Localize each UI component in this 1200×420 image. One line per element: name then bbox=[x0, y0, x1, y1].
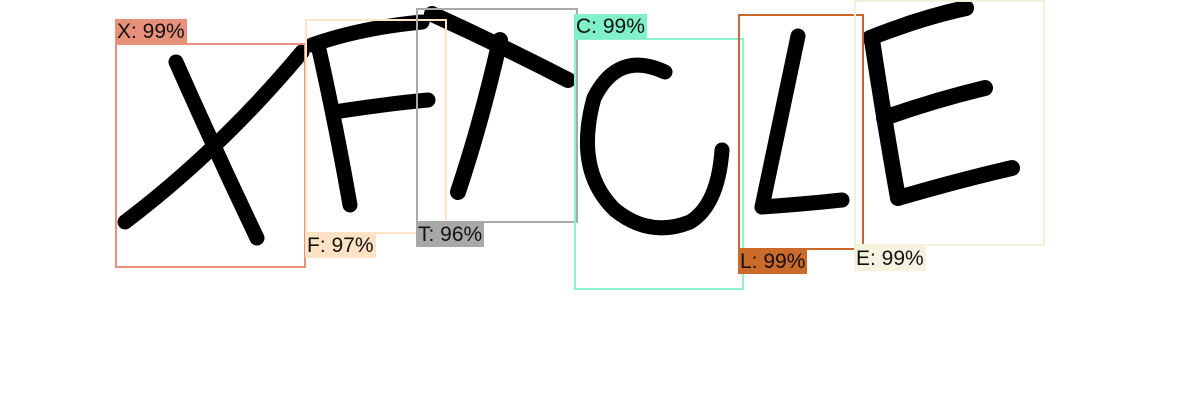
detection-box-e bbox=[854, 0, 1045, 246]
detection-label-x: X: 99% bbox=[115, 19, 187, 44]
detection-label-f: F: 97% bbox=[305, 233, 376, 258]
glyph-e bbox=[862, 0, 1020, 206]
glyph-c bbox=[579, 57, 730, 236]
detection-label-c: C: 99% bbox=[574, 14, 647, 39]
detection-label-t: T: 96% bbox=[416, 222, 485, 247]
detection-box-f bbox=[305, 19, 447, 234]
detection-box-x bbox=[115, 43, 306, 268]
detection-label-l: L: 99% bbox=[738, 249, 808, 274]
detection-box-c bbox=[574, 38, 744, 290]
glyph-f bbox=[304, 14, 436, 213]
detection-box-t bbox=[416, 8, 578, 223]
detection-label-e: E: 99% bbox=[854, 246, 926, 271]
glyph-t bbox=[424, 6, 576, 200]
glyph-x bbox=[117, 44, 310, 246]
glyph-l bbox=[754, 28, 850, 215]
detection-box-l bbox=[738, 14, 864, 250]
